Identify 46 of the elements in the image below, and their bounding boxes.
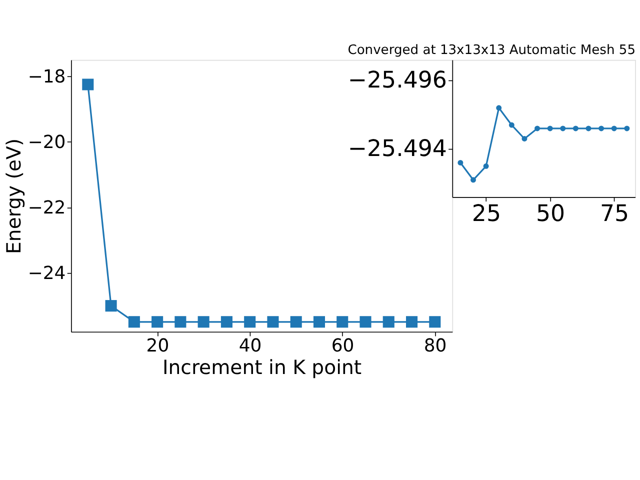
point [458, 160, 464, 166]
point [360, 316, 372, 328]
point [611, 126, 617, 132]
point [547, 126, 553, 132]
point [336, 316, 348, 328]
text: Converged at 13x13x13 Automatic Mesh 55 [348, 42, 636, 58]
y-tick-label: −22 [28, 198, 66, 219]
x-tick-label: 75 [600, 201, 630, 228]
point [82, 78, 94, 90]
point [152, 316, 164, 328]
y-tick-label: −24 [28, 263, 66, 284]
x-tick-label: 40 [238, 336, 262, 357]
point [267, 316, 279, 328]
x-tick-label: 50 [536, 201, 566, 228]
point [244, 316, 256, 328]
point [174, 316, 186, 328]
point [429, 316, 441, 328]
point [586, 126, 592, 132]
x-tick-label: 25 [472, 201, 501, 228]
point [572, 126, 578, 132]
point [198, 316, 210, 328]
point [598, 126, 604, 132]
point [508, 122, 514, 128]
point [624, 126, 630, 132]
y-tick-label: −25.494 [348, 136, 447, 162]
point [290, 316, 302, 328]
point [560, 126, 566, 132]
y-tick-label: −18 [28, 66, 66, 88]
x-tick-label: 60 [331, 336, 354, 357]
y-tick-label: −20 [28, 132, 66, 153]
x-tick-label: 20 [146, 336, 170, 357]
y-axis-title: Energy (eV) [2, 138, 26, 254]
point [382, 316, 394, 328]
point [105, 300, 117, 312]
point [406, 316, 418, 328]
point [522, 136, 528, 142]
point [496, 105, 502, 111]
point [483, 163, 489, 169]
point [534, 126, 540, 132]
y-tick-label: −25.496 [348, 67, 447, 94]
point [313, 316, 326, 328]
point [470, 177, 476, 183]
x-tick-label: 80 [424, 336, 447, 357]
x-axis-title: Increment in K point [162, 356, 362, 379]
point [128, 316, 140, 328]
point [220, 316, 232, 328]
